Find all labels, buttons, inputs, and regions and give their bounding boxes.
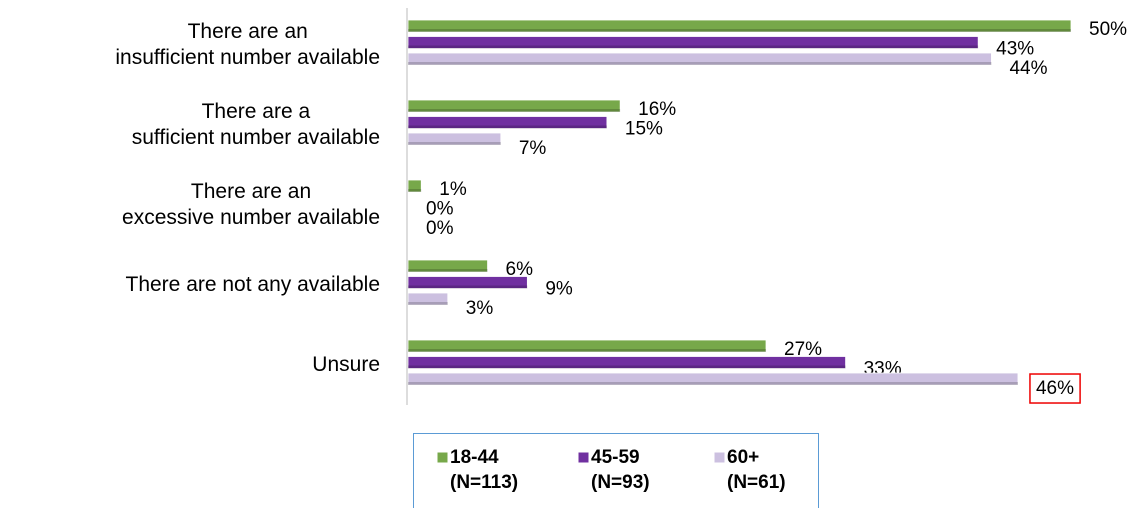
highlight-box [1029, 373, 1081, 404]
legend-label: 60+ (N=61) [727, 447, 786, 493]
value-label: 9% [545, 279, 573, 300]
bar-shade [408, 45, 979, 49]
bar-shade [408, 302, 448, 305]
bar-shade [408, 189, 422, 192]
legend-label: 45-59 (N=93) [591, 447, 650, 493]
bar-shade [408, 142, 501, 145]
value-label: 43% [996, 39, 1034, 60]
bar-shade [408, 285, 528, 289]
bar [407, 259, 488, 273]
value-label: 3% [466, 298, 494, 319]
bar [407, 372, 1019, 386]
legend-label: 18-44 (N=113) [450, 447, 519, 493]
bar-shade [408, 29, 1071, 32]
category-label: There are not any available [125, 272, 381, 296]
category-label: Unsure [312, 352, 380, 376]
bar-shade [408, 62, 992, 65]
legend-swatch [713, 451, 726, 464]
bar-shade [408, 365, 846, 369]
value-label: 44% [1009, 58, 1047, 79]
category-label: There are an insufficient number availab… [115, 19, 380, 69]
value-label: 27% [784, 339, 822, 360]
legend-swatch [436, 451, 449, 464]
value-label: 6% [506, 259, 534, 280]
value-label: 15% [625, 119, 663, 140]
category-label: There are a sufficient number available [131, 99, 380, 149]
bar [407, 36, 979, 49]
value-label: 50% [1089, 19, 1127, 40]
bar-shade [408, 382, 1018, 385]
bar [407, 19, 1072, 33]
value-label: 0% [426, 218, 454, 239]
bar-shade [408, 125, 607, 129]
bar [407, 339, 767, 353]
legend [413, 433, 819, 508]
value-label: 46% [1036, 378, 1074, 399]
bar [407, 276, 528, 289]
bar [407, 52, 992, 66]
bar-shade [408, 109, 621, 112]
bar [407, 356, 846, 369]
value-label: 7% [519, 138, 547, 159]
bar [407, 116, 608, 129]
bar-shade [408, 349, 767, 352]
bar [407, 132, 502, 146]
value-label: 1% [439, 179, 467, 200]
legend-swatch [577, 451, 590, 464]
value-label: 0% [426, 199, 454, 220]
bar [407, 99, 621, 113]
value-label: 16% [638, 99, 676, 120]
bar-shade [408, 269, 488, 272]
category-label: There are an excessive number available [122, 179, 380, 229]
bar [407, 179, 422, 193]
bar [407, 292, 449, 306]
